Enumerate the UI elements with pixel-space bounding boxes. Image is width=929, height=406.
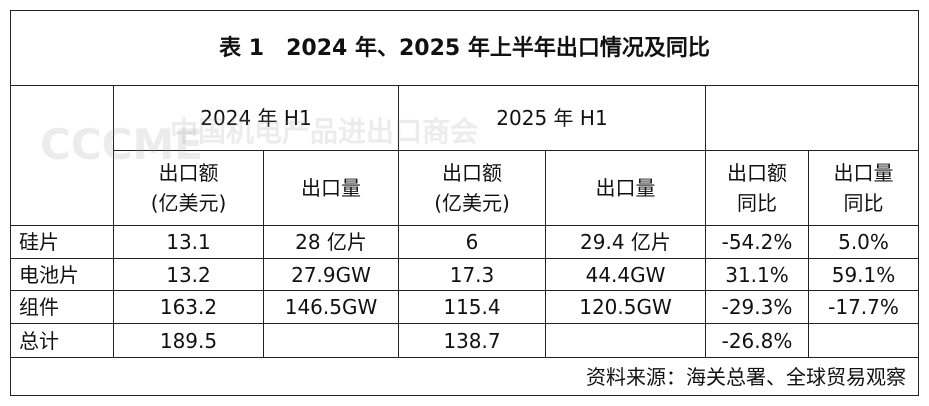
table-row: 总计 189.5 138.7 -26.8% (10, 323, 920, 358)
table-wrap: 表 1 2024 年、2025 年上半年出口情况及同比 2024 年 H1 20… (9, 10, 920, 396)
table-cell: -26.8% (705, 323, 809, 358)
column-header: 出口量 同比 (807, 150, 920, 226)
source-note: 资料来源：海关总署、全球贸易观察 (9, 357, 920, 396)
empty-header (704, 85, 920, 151)
table-cell: 138.7 (398, 323, 546, 358)
corner-cell (10, 85, 114, 226)
group-header: 2024 年 H1 (113, 85, 399, 151)
table-cell: 59.1% (807, 258, 920, 291)
table-row: 电池片 13.2 27.9GW 17.3 44.4GW 31.1% 59.1% (10, 258, 920, 291)
table-cell: 120.5GW (545, 290, 706, 324)
table-cell: 5.0% (807, 225, 920, 259)
column-header: 出口量 (263, 150, 399, 226)
column-header: 出口额 (亿美元) (398, 150, 546, 226)
table-cell: 27.9GW (263, 258, 399, 291)
table-cell: 17.3 (398, 258, 546, 291)
column-header: 出口量 (545, 150, 706, 226)
table-cell: 44.4GW (545, 258, 706, 291)
table-cell: 28 亿片 (263, 225, 399, 259)
table-cell: 146.5GW (263, 290, 399, 324)
table-cell (263, 323, 399, 358)
export-table: 表 1 2024 年、2025 年上半年出口情况及同比 2024 年 H1 20… (9, 10, 920, 396)
table-cell: 163.2 (113, 290, 264, 324)
group-header: 2025 年 H1 (398, 85, 706, 151)
table-cell: 29.4 亿片 (545, 225, 706, 259)
row-label: 电池片 (10, 258, 114, 291)
column-header: 出口额 同比 (705, 150, 809, 226)
table-cell: 6 (398, 225, 546, 259)
table-cell: -17.7% (807, 290, 920, 324)
table-cell (807, 323, 920, 358)
table-row: 硅片 13.1 28 亿片 6 29.4 亿片 -54.2% 5.0% (10, 225, 920, 259)
table-cell: 31.1% (705, 258, 809, 291)
row-label: 组件 (10, 290, 114, 324)
table-cell: 115.4 (398, 290, 546, 324)
table-cell: -29.3% (705, 290, 809, 324)
table-cell: 189.5 (113, 323, 264, 358)
column-header: 出口额 (亿美元) (113, 150, 264, 226)
table-cell (545, 323, 706, 358)
table-cell: 13.1 (113, 225, 264, 259)
row-label: 硅片 (10, 225, 114, 259)
table-row: 组件 163.2 146.5GW 115.4 120.5GW -29.3% -17.7% (10, 290, 920, 324)
table-title: 表 1 2024 年、2025 年上半年出口情况及同比 (9, 10, 920, 86)
table-cell: 13.2 (113, 258, 264, 291)
row-label: 总计 (10, 323, 114, 358)
table-cell: -54.2% (705, 225, 809, 259)
